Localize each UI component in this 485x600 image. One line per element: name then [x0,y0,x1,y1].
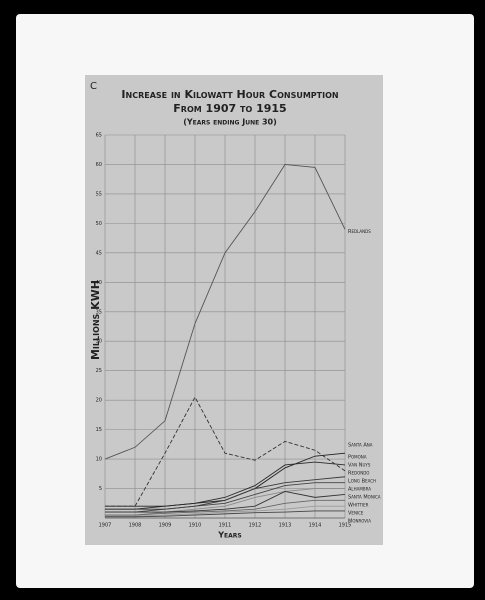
series-label: Pomona [348,454,367,460]
series-label: Long Beach [348,478,376,484]
chart-title: Increase in Kilowatt Hour Consumption [121,88,338,101]
chart-note: (Years ending June 30) [183,118,277,127]
x-axis-label: Years [217,531,241,540]
y-tick-label: 40 [96,280,102,286]
corner-label: C [90,81,97,92]
series-line [105,499,345,516]
series-label: Santa Monica [348,494,381,500]
y-tick-label: 55 [96,191,102,197]
x-tick-label: 1910 [189,523,202,529]
y-tick-label: 60 [96,162,102,168]
x-tick-label: 1909 [159,523,172,529]
series-label: Redlands [348,229,371,235]
y-axis-label: Millions KWH [89,280,102,360]
series-label: Monrovia [348,518,371,524]
y-tick-label: 20 [96,398,102,404]
series-line [105,461,346,510]
series-label: Venice [348,510,364,516]
chart-subtitle: From 1907 to 1915 [173,102,286,115]
series-line [105,482,345,513]
x-tick-label: 1914 [309,523,322,529]
y-tick-label: 15 [96,427,102,433]
series-label: Alhambra [348,486,371,492]
series-line [105,505,345,517]
series-label: Santa Ana [348,443,373,449]
x-tick-label: 1911 [219,523,232,529]
series-line [104,163,346,460]
series-label: Van Nuys [348,462,371,468]
y-tick-label: 30 [96,339,102,345]
y-tick-label: 65 [96,133,102,139]
series-line [105,396,346,507]
x-tick-label: 1915 [339,523,352,529]
y-tick-label: 25 [96,368,102,374]
y-tick-label: 50 [96,221,102,227]
series-label: Whittier [348,502,369,508]
x-tick-label: 1907 [99,523,112,529]
series-line [105,491,346,513]
x-tick-label: 1908 [129,523,142,529]
x-tick-label: 1913 [279,523,292,529]
series-line [105,510,345,518]
y-tick-label: 35 [96,309,102,315]
series-line [105,476,346,510]
y-tick-label: 10 [96,457,102,463]
series-label: Redondo [348,470,369,476]
chart-card [85,75,383,545]
x-tick-label: 1912 [249,523,262,529]
y-tick-label: 45 [96,250,102,256]
y-tick-label: 5 [99,486,102,492]
